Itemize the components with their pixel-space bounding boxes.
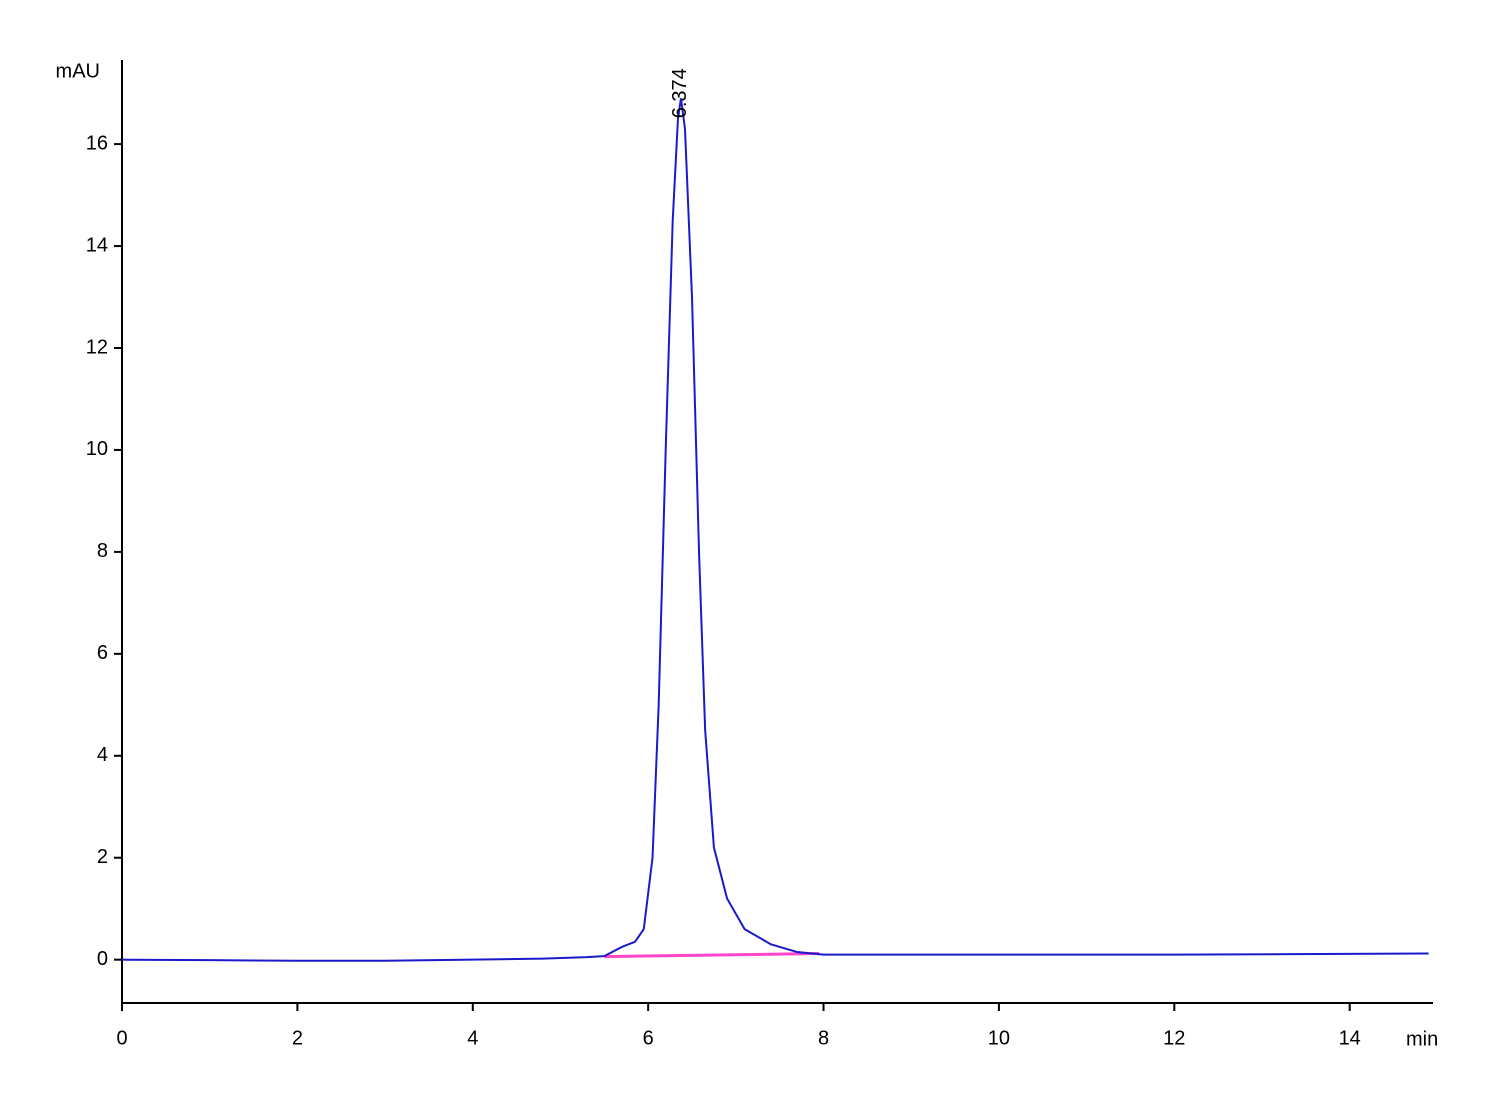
y-tick-label: 2 bbox=[97, 846, 108, 868]
y-axis-label: mAU bbox=[56, 60, 100, 82]
y-tick-label: 6 bbox=[97, 642, 108, 664]
x-tick-label: 0 bbox=[116, 1027, 127, 1049]
y-tick-label: 16 bbox=[86, 132, 108, 154]
x-tick-label: 10 bbox=[988, 1027, 1010, 1049]
y-tick-label: 4 bbox=[97, 744, 108, 766]
x-tick-label: 6 bbox=[643, 1027, 654, 1049]
baseline bbox=[604, 952, 820, 959]
y-tick-label: 0 bbox=[97, 948, 108, 970]
y-tick-label: 12 bbox=[86, 336, 108, 358]
signal-line bbox=[121, 98, 1429, 962]
y-tick-label: 14 bbox=[86, 234, 108, 256]
y-tick-label: 10 bbox=[86, 438, 108, 460]
y-tick-label: 8 bbox=[97, 540, 108, 562]
x-tick-label: 4 bbox=[467, 1027, 478, 1049]
x-tick-label: 8 bbox=[818, 1027, 829, 1049]
x-tick-label: 14 bbox=[1339, 1027, 1361, 1049]
x-axis-label: min bbox=[1406, 1028, 1438, 1050]
peak-label: 6.374 bbox=[669, 68, 691, 118]
x-tick-label: 12 bbox=[1163, 1027, 1185, 1049]
x-tick-label: 2 bbox=[292, 1027, 303, 1049]
